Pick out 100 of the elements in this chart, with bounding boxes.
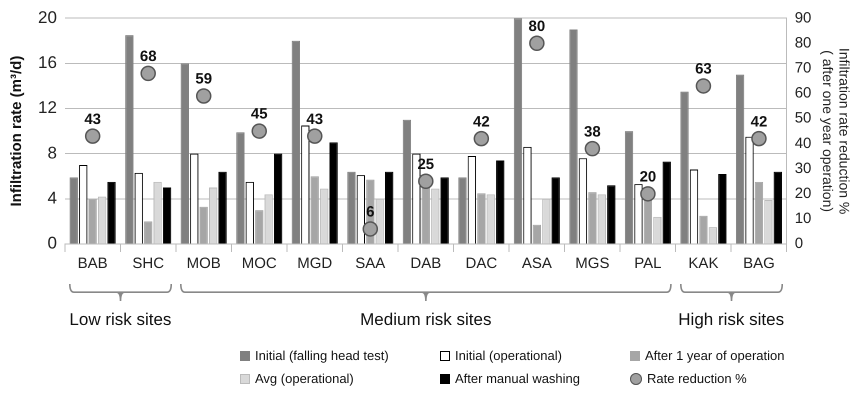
text: Low risk sites: [69, 310, 172, 330]
data-label: 43: [306, 110, 324, 128]
legend-label: Rate reduction %: [647, 371, 747, 386]
bar: [310, 176, 319, 244]
x-tick-label: KAK: [688, 255, 718, 272]
bar: [552, 177, 560, 244]
x-tick-label: DAB: [410, 255, 442, 272]
y-tick-label: 8: [47, 143, 57, 162]
x-tick-label: MGD: [297, 255, 332, 272]
bar: [180, 63, 189, 244]
bar: [402, 120, 412, 244]
bar: [347, 172, 356, 244]
y2-tick-label: 30: [794, 160, 812, 177]
bar: [569, 29, 578, 244]
bar: [607, 185, 616, 244]
x-tick-label: BAB: [78, 255, 108, 272]
point: [751, 130, 767, 146]
x-tick-label: SAA: [355, 255, 386, 272]
data-label: 42: [750, 113, 768, 130]
bar: [162, 188, 172, 244]
y2-tick-label: 90: [794, 9, 812, 26]
legend-label: Initial (falling head test): [255, 348, 389, 363]
data-label: 68: [140, 48, 157, 66]
data-label: 59: [195, 70, 212, 88]
y2-tick-label: 40: [794, 134, 812, 152]
bar: [662, 162, 671, 244]
bar: [255, 210, 264, 244]
point: [696, 78, 712, 94]
point: [418, 174, 434, 190]
bar: [107, 182, 116, 244]
bar: [496, 160, 504, 244]
y-tick-label: 12: [38, 98, 57, 118]
y-tick-label: 16: [38, 53, 57, 72]
y-axis-title: Infiltration rate (m³/d): [8, 56, 26, 207]
data-label: 63: [695, 60, 712, 78]
legend-label: Avg (operational): [255, 371, 354, 386]
point: [196, 88, 212, 104]
bar: [292, 40, 300, 244]
x-tick-label: BAG: [743, 255, 775, 272]
y2-tick-label: 80: [794, 34, 812, 52]
bar: [70, 177, 78, 244]
x-tick-label: PAL: [634, 255, 662, 272]
y2-tick-label: 10: [794, 210, 812, 228]
bar: [385, 172, 394, 244]
data-label: 42: [472, 113, 490, 130]
point: [529, 36, 545, 52]
y-tick-label: 20: [38, 8, 57, 27]
bar: [532, 224, 542, 244]
bar: [588, 192, 597, 244]
y2-tick-label: 20: [794, 184, 812, 202]
bar: [477, 193, 486, 244]
x-tick-label: MOC: [242, 255, 277, 272]
text: High risk sites: [678, 310, 784, 330]
bar: [88, 198, 97, 244]
legend-label: After manual washing: [455, 371, 580, 386]
bar: [680, 92, 689, 244]
y2-tick-label: 0: [794, 235, 804, 252]
x-tick-label: DAC: [466, 255, 498, 272]
bar: [458, 177, 467, 244]
x-tick-label: MOB: [186, 255, 221, 272]
y-tick-label: 4: [47, 188, 57, 208]
x-tick-label: MGS: [575, 255, 610, 272]
point: [307, 128, 323, 144]
bar: [718, 174, 726, 244]
bar: [236, 132, 245, 244]
y2-tick-label: 60: [794, 84, 812, 102]
text: Medium risk sites: [360, 310, 492, 330]
point: [474, 130, 490, 146]
x-tick-label: SHC: [132, 255, 164, 272]
bar: [774, 172, 782, 244]
y-tick-label: 0: [47, 234, 57, 253]
bar: [274, 154, 282, 244]
bar: [218, 172, 227, 244]
bar: [200, 206, 208, 244]
y2-tick-label: 70: [794, 60, 812, 77]
bar: [144, 221, 152, 244]
legend-label: Initial (operational): [455, 348, 562, 363]
point: [584, 140, 600, 156]
point: [362, 221, 378, 237]
bar: [624, 131, 634, 244]
bar: [736, 74, 744, 244]
data-label: 6: [366, 204, 374, 221]
bar: [514, 18, 522, 244]
x-tick-label: ASA: [522, 255, 552, 272]
bar: [329, 142, 338, 244]
y2-axis-title: Infiltration rate reduction % ( after one year operation): [820, 48, 853, 214]
data-label: 45: [250, 106, 268, 123]
legend-label: After 1 year of operation: [645, 348, 784, 363]
data-label: 80: [528, 18, 546, 35]
data-label: 43: [84, 110, 102, 128]
bar: [440, 177, 449, 244]
point: [84, 128, 100, 144]
data-label: 20: [640, 168, 656, 186]
data-label: 38: [584, 123, 601, 140]
bar: [754, 182, 764, 244]
y2-tick-label: 50: [794, 110, 812, 127]
point: [140, 66, 156, 82]
point: [640, 186, 656, 202]
point: [251, 123, 267, 139]
bar: [125, 35, 134, 244]
